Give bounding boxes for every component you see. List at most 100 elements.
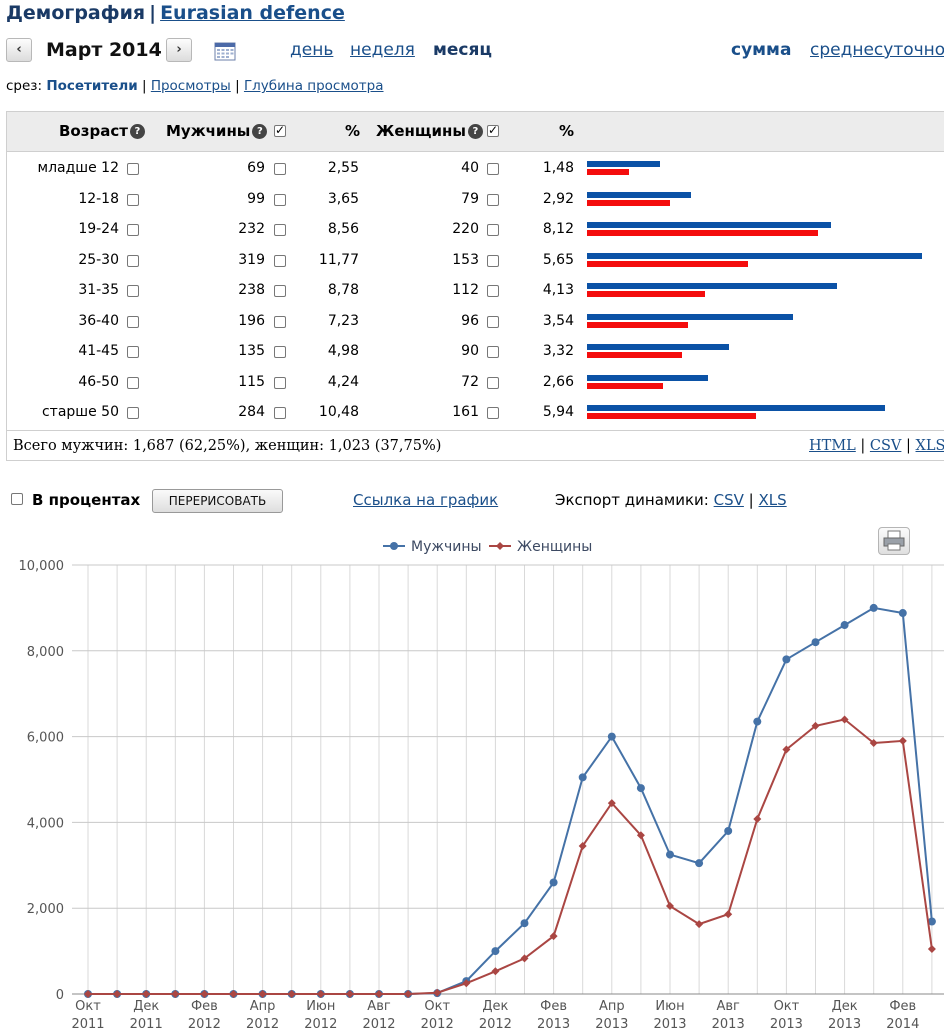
women-data-point (84, 990, 92, 998)
table-footer: Всего мужчин: 1,687 (62,25%), женщин: 1,… (7, 430, 944, 462)
x-tick-label: 2013 (828, 1017, 861, 1032)
women-share-bar (587, 321, 688, 328)
women-percent-cell: 5,65 (542, 251, 574, 268)
table-row: 36-40 196 7,23 96 3,54 (7, 306, 944, 336)
women-checkbox[interactable] (487, 193, 499, 206)
demography-table: Возраст? Мужчины? % Женщины? % младше 12… (6, 111, 944, 461)
dynamics-separator: | (748, 491, 754, 509)
export-html-link[interactable]: HTML (809, 438, 856, 454)
age-checkbox[interactable] (127, 163, 139, 175)
table-row: старше 50 284 10,48 161 5,94 (7, 397, 944, 427)
men-data-point (782, 655, 791, 664)
legend-men-marker (390, 542, 398, 550)
women-data-point (113, 990, 122, 998)
slice-pageviews-link[interactable]: Просмотры (150, 78, 231, 94)
age-cell: 25-30 (78, 251, 119, 268)
prev-period-button[interactable]: ‹ (6, 38, 32, 62)
men-percent-cell: 7,23 (327, 312, 359, 329)
legend-women-label: Женщины (517, 539, 592, 555)
women-checkbox[interactable] (487, 285, 499, 297)
men-checkbox[interactable] (274, 224, 286, 236)
age-checkbox[interactable] (127, 285, 139, 297)
women-checkbox[interactable] (487, 407, 499, 419)
men-data-point (666, 850, 674, 859)
granularity-day-link[interactable]: день (290, 40, 334, 60)
help-icon[interactable]: ? (129, 124, 145, 139)
men-checkbox[interactable] (274, 193, 286, 206)
women-percent-cell: 3,32 (542, 343, 574, 359)
x-tick-label: Окт (75, 999, 101, 1014)
mode-sum-active: сумма (731, 40, 792, 60)
export-csv-link[interactable]: CSV (869, 438, 902, 454)
women-data-point (520, 954, 529, 963)
dynamics-xls-link[interactable]: XLS (758, 491, 787, 509)
age-checkbox[interactable] (127, 315, 139, 328)
men-header-label: Мужчины (166, 122, 251, 140)
age-checkbox[interactable] (127, 376, 139, 389)
women-share-bar (587, 382, 663, 389)
women-checkbox[interactable] (487, 376, 499, 389)
dynamics-csv-link[interactable]: CSV (713, 491, 744, 509)
x-tick-label: 2013 (653, 1017, 686, 1032)
granularity-week-link[interactable]: неделя (350, 40, 415, 60)
next-period-button[interactable]: › (166, 38, 192, 62)
redraw-button[interactable]: ПЕРЕРИСОВАТЬ (152, 489, 283, 513)
men-header[interactable]: Мужчины? (166, 122, 268, 140)
men-checkbox[interactable] (274, 376, 286, 389)
women-header[interactable]: Женщины? (376, 122, 483, 140)
slice-selector: срез: Посетители | Просмотры | Глубина п… (6, 78, 384, 94)
calendar-icon[interactable] (214, 41, 236, 61)
help-icon[interactable]: ? (252, 124, 268, 139)
women-share-bar (587, 260, 748, 267)
women-checkbox[interactable] (487, 163, 499, 175)
percent-checkbox[interactable] (11, 493, 23, 505)
men-count-cell: 115 (238, 373, 265, 390)
title-separator: | (149, 2, 157, 24)
age-checkbox[interactable] (127, 254, 139, 267)
women-checkbox[interactable] (487, 224, 499, 236)
age-checkbox[interactable] (127, 346, 139, 358)
men-percent-cell: 8,56 (327, 221, 359, 237)
women-data-point (491, 967, 500, 976)
print-button[interactable] (878, 527, 910, 555)
women-data-point (578, 841, 587, 850)
women-count-cell: 79 (461, 190, 479, 207)
men-checkbox[interactable] (274, 285, 286, 297)
men-checkbox[interactable] (274, 163, 286, 175)
age-checkbox[interactable] (127, 193, 139, 206)
women-checkbox[interactable] (487, 346, 499, 358)
age-cell: 46-50 (78, 373, 119, 390)
men-series-line (88, 606, 933, 995)
men-checkbox[interactable] (274, 315, 286, 328)
men-share-bar (587, 161, 660, 167)
x-tick-label: Окт (774, 999, 800, 1014)
women-count-cell: 161 (452, 404, 479, 420)
site-link[interactable]: Eurasian defence (160, 2, 345, 24)
women-checkbox[interactable] (487, 315, 499, 328)
men-share-bar (587, 283, 837, 289)
x-tick-label: Авг (367, 999, 391, 1014)
age-checkbox[interactable] (127, 224, 139, 236)
mode-daily-average-link[interactable]: среднесуточно (810, 40, 944, 60)
women-count-cell: 112 (452, 282, 479, 298)
men-checkbox[interactable] (274, 254, 286, 267)
men-checkbox[interactable] (274, 407, 286, 419)
women-share-bar (587, 291, 705, 297)
chart-controls: В процентах ПЕРЕРИСОВАТЬ Ссылка на графи… (10, 489, 944, 515)
men-checkbox[interactable] (274, 346, 286, 358)
women-all-checkbox[interactable] (487, 123, 499, 137)
women-percent-header[interactable]: % (559, 122, 575, 140)
men-all-checkbox[interactable] (274, 123, 286, 137)
women-checkbox[interactable] (487, 254, 499, 267)
slice-depth-link[interactable]: Глубина просмотра (243, 78, 384, 94)
chart-link[interactable]: Ссылка на график (353, 491, 499, 509)
x-tick-label: 2013 (595, 1017, 628, 1032)
export-xls-link[interactable]: XLS (915, 438, 944, 454)
x-tick-label: Фев (191, 999, 218, 1014)
age-checkbox[interactable] (127, 407, 139, 419)
age-header[interactable]: Возраст? (59, 122, 145, 140)
men-count-cell: 196 (238, 312, 265, 329)
men-share-bar (587, 191, 691, 198)
men-percent-header[interactable]: % (345, 122, 361, 140)
help-icon[interactable]: ? (467, 124, 483, 139)
